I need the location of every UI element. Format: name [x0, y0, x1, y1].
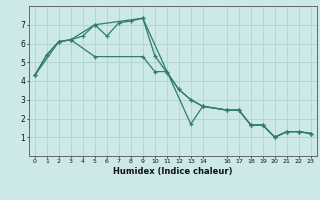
X-axis label: Humidex (Indice chaleur): Humidex (Indice chaleur) [113, 167, 233, 176]
